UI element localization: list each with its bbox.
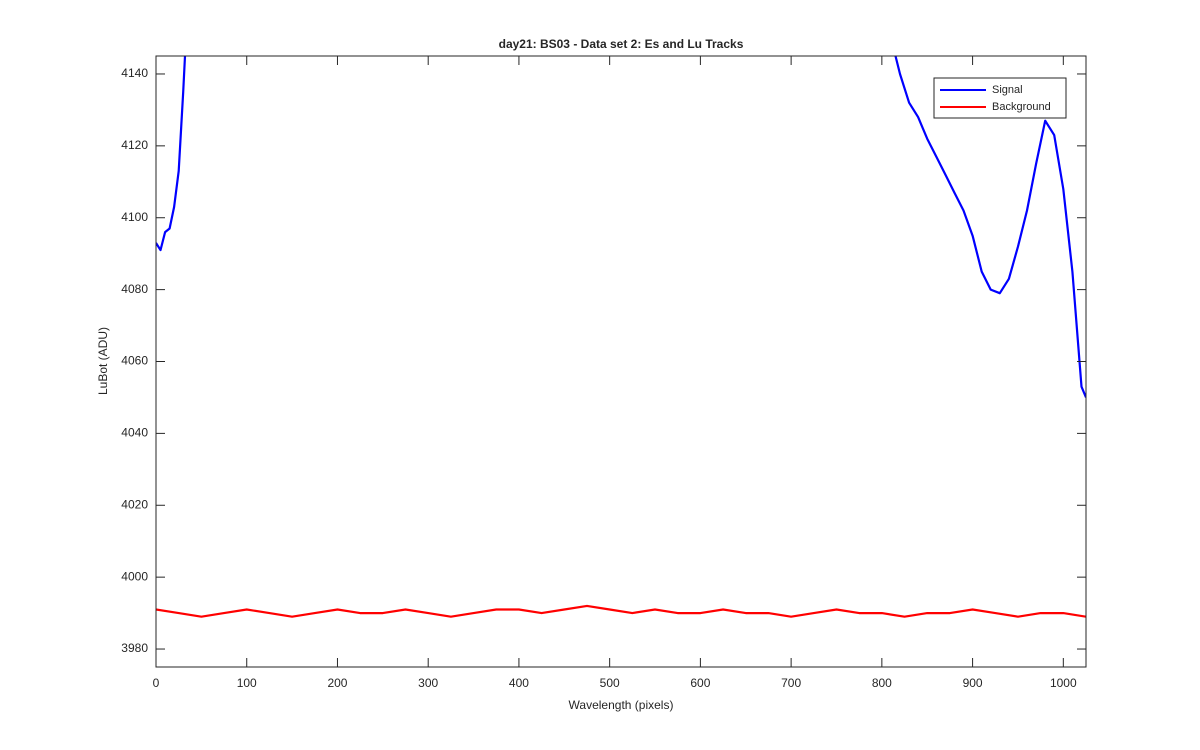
- y-tick-label: 4000: [121, 569, 148, 583]
- plot-area: [156, 56, 1086, 618]
- series-line: [156, 56, 1086, 398]
- chart-title: day21: BS03 - Data set 2: Es and Lu Trac…: [499, 37, 744, 51]
- y-tick-label: 4040: [121, 426, 148, 440]
- y-tick-label: 4060: [121, 354, 148, 368]
- x-tick-label: 800: [872, 676, 892, 690]
- y-tick-label: 4100: [121, 210, 148, 224]
- legend-label: Background: [992, 101, 1051, 113]
- series-line: [156, 604, 1086, 618]
- y-axis-label: LuBot (ADU): [96, 327, 110, 395]
- x-tick-label: 100: [237, 676, 257, 690]
- x-tick-label: 900: [963, 676, 983, 690]
- y-tick-label: 4080: [121, 282, 148, 296]
- x-tick-label: 300: [418, 676, 438, 690]
- x-axis-label: Wavelength (pixels): [569, 698, 674, 712]
- x-tick-label: 0: [153, 676, 160, 690]
- legend-label: Signal: [992, 84, 1023, 96]
- y-tick-label: 4020: [121, 497, 148, 511]
- x-tick-label: 700: [781, 676, 801, 690]
- y-tick-label: 3980: [121, 641, 148, 655]
- y-tick-label: 4120: [121, 138, 148, 152]
- x-tick-label: 400: [509, 676, 529, 690]
- x-tick-label: 200: [327, 676, 347, 690]
- x-tick-label: 600: [690, 676, 710, 690]
- x-tick-label: 1000: [1050, 676, 1077, 690]
- x-tick-label: 500: [600, 676, 620, 690]
- legend-box: [933, 77, 1067, 119]
- y-tick-label: 4140: [121, 66, 148, 80]
